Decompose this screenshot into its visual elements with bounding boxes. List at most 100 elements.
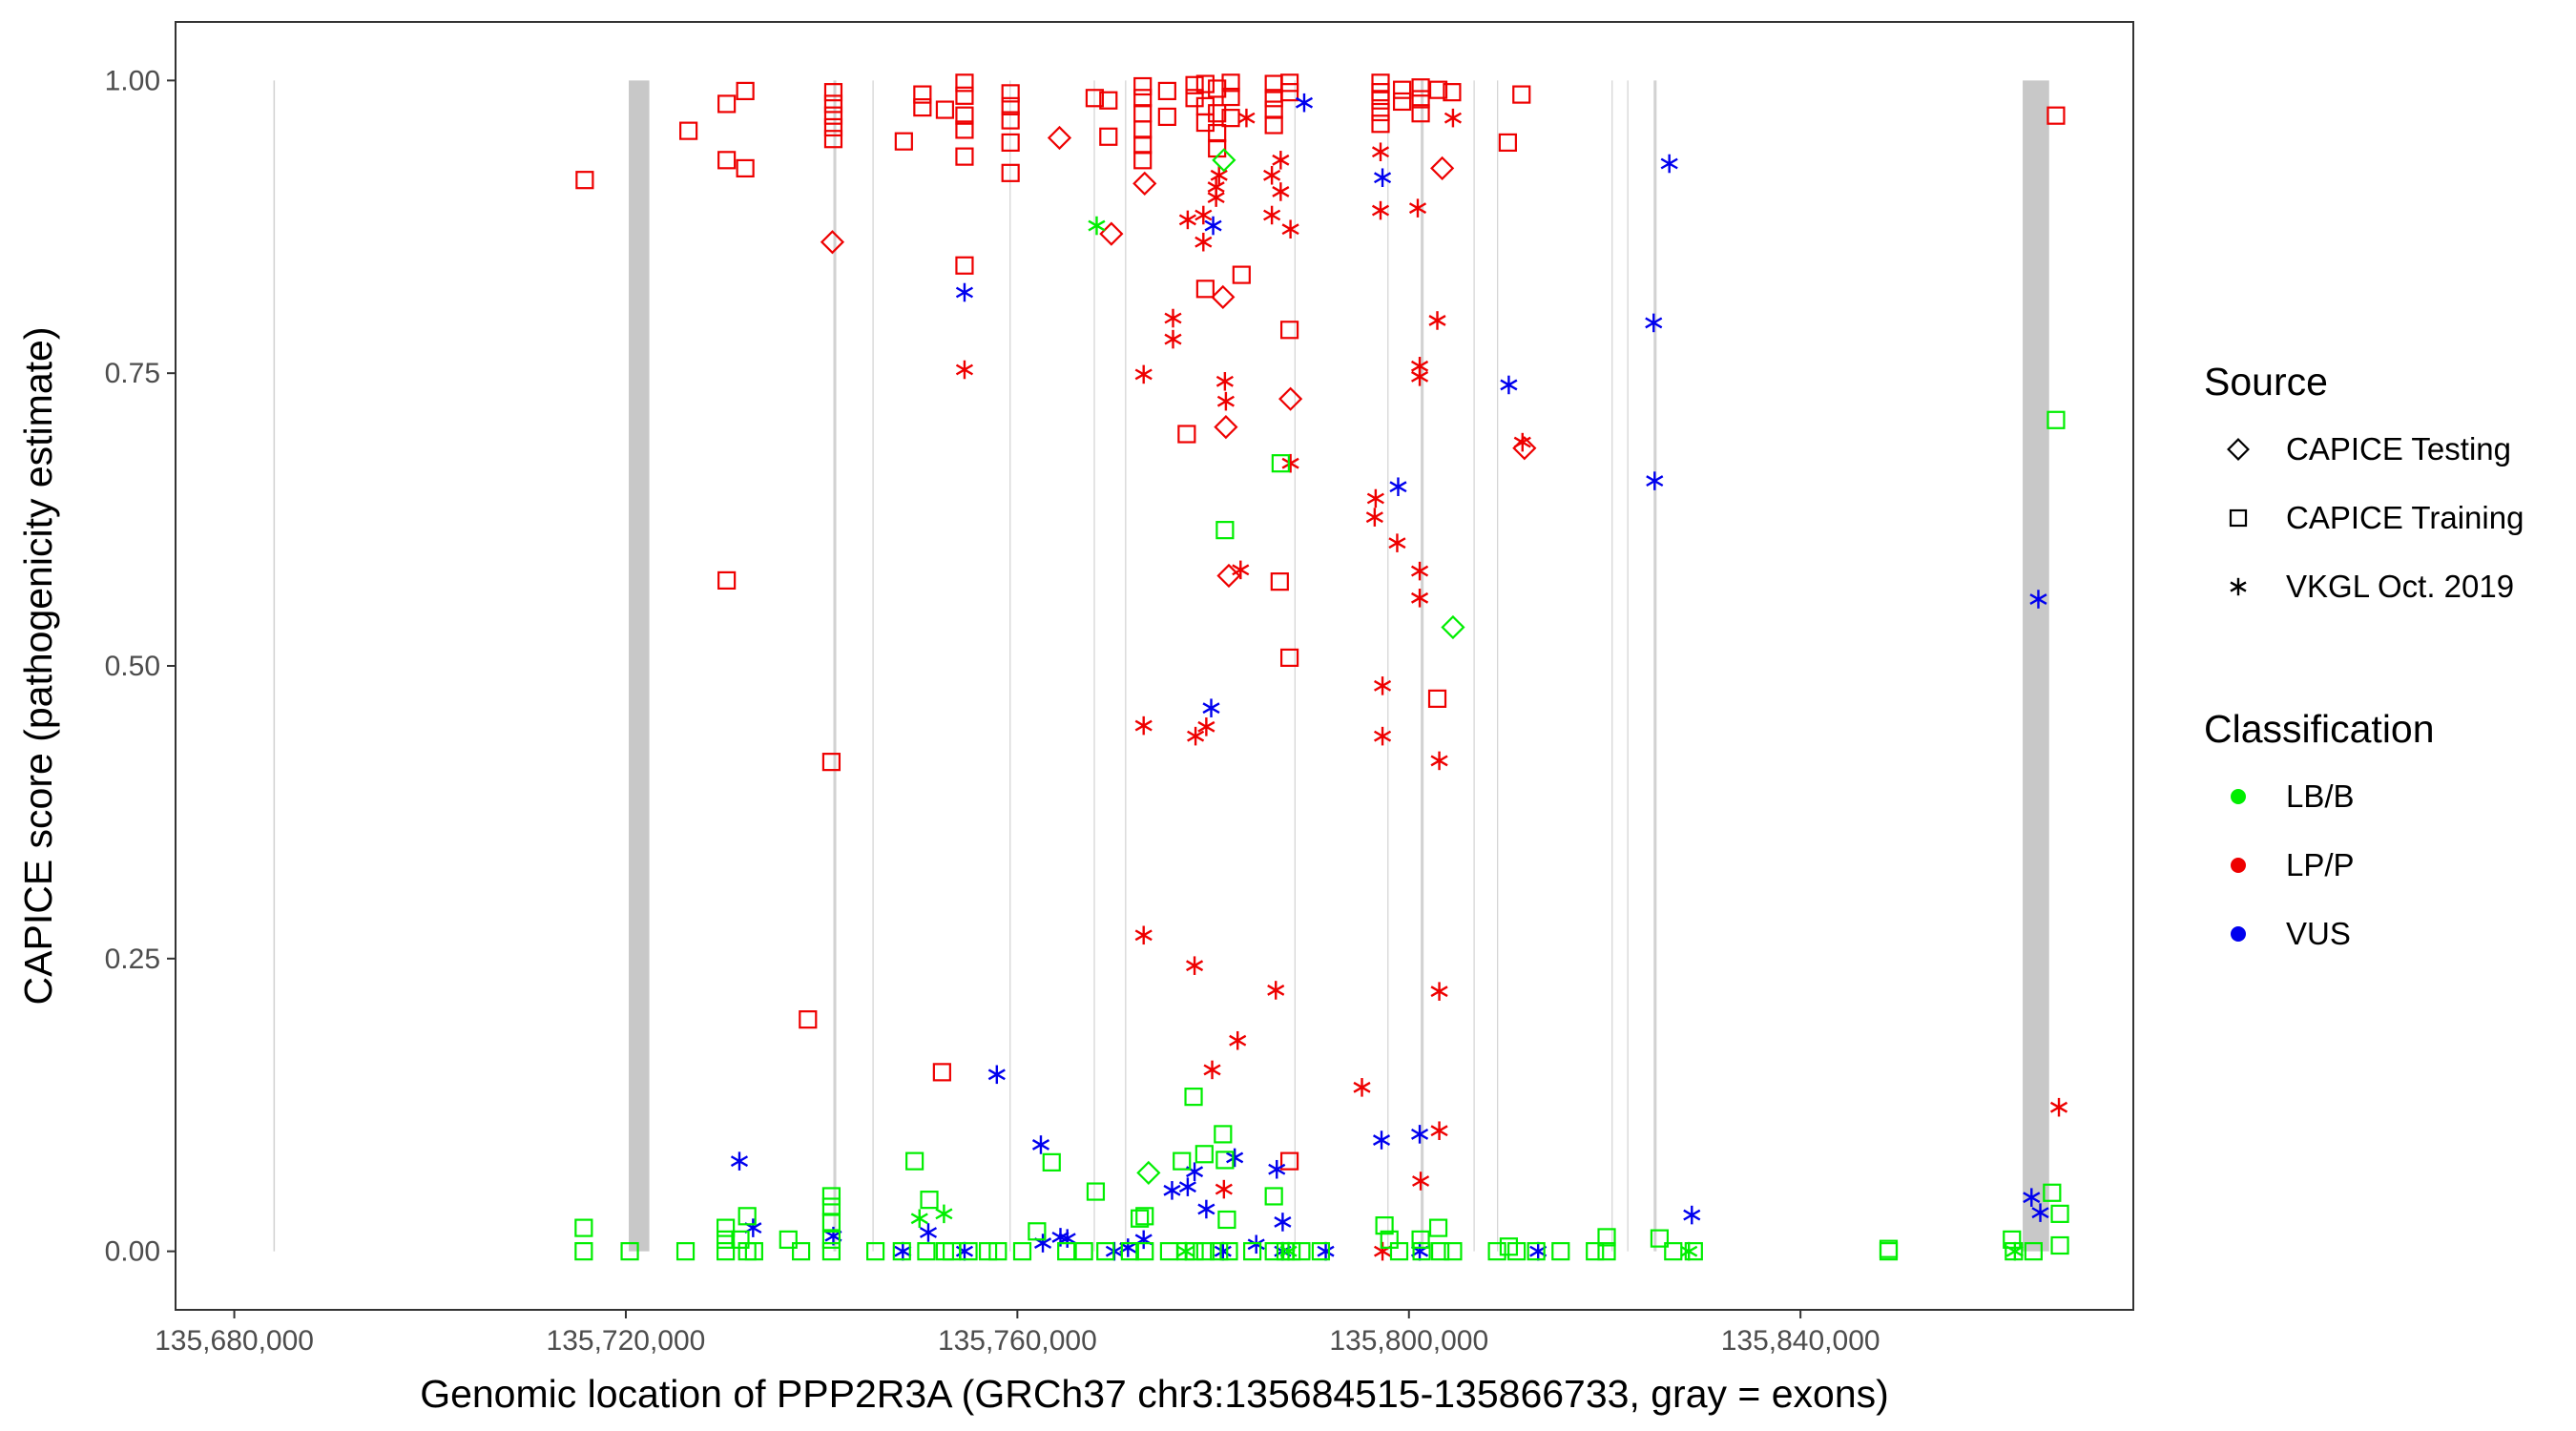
x-tick-label: 135,840,000 <box>1721 1325 1880 1357</box>
data-point <box>1264 115 1283 135</box>
data-point <box>1263 205 1281 225</box>
data-point <box>1203 1060 1221 1080</box>
data-point <box>1380 1230 1399 1249</box>
y-tick-label: 1.00 <box>105 65 160 96</box>
data-point <box>1074 1242 1093 1261</box>
data-point <box>823 130 843 149</box>
data-point <box>1135 1207 1154 1226</box>
data-point <box>1274 1213 1292 1232</box>
data-point <box>1411 78 1430 97</box>
data-point <box>736 158 755 178</box>
data-point <box>1684 1242 1703 1261</box>
data-point <box>1195 1242 1215 1261</box>
data-point <box>1263 165 1281 185</box>
data-point <box>1430 982 1448 1001</box>
data-point <box>1264 1242 1283 1261</box>
data-point <box>1272 182 1290 201</box>
data-point <box>1412 1242 1431 1261</box>
exon-band <box>273 80 276 1252</box>
data-point <box>1430 751 1448 771</box>
asterisk-icon <box>2230 577 2247 596</box>
legend-class-label: LB/B <box>2286 778 2355 814</box>
data-point <box>1430 1121 1448 1141</box>
data-point <box>1133 76 1153 96</box>
data-point <box>1187 726 1205 746</box>
data-point <box>1216 391 1235 411</box>
exon-band <box>629 80 650 1252</box>
data-point <box>1412 1172 1430 1191</box>
exon-band <box>833 80 837 1252</box>
data-point <box>1208 104 1227 123</box>
data-point <box>1164 329 1182 349</box>
data-point <box>1392 80 1412 99</box>
y-axis-title: CAPICE score (pathogenicity estimate) <box>16 327 60 1006</box>
legend-source-asterisk: VKGL Oct. 2019 <box>2230 569 2514 604</box>
data-point <box>1279 648 1299 668</box>
data-point <box>865 1242 885 1261</box>
legend-source-square: CAPICE Training <box>2229 500 2524 535</box>
data-point <box>1411 1230 1430 1249</box>
data-point <box>1267 981 1285 1000</box>
data-point <box>987 1065 1006 1085</box>
data-point <box>1279 83 1299 102</box>
data-point <box>1441 614 1465 640</box>
data-point <box>955 147 974 166</box>
data-point <box>1001 111 1020 130</box>
series-lp-p-capice-training <box>575 73 2066 1171</box>
data-point <box>675 1242 696 1261</box>
data-point <box>1879 1242 1899 1261</box>
exon-band <box>1421 80 1424 1252</box>
legend-class-lb-b: LB/B <box>2231 778 2355 814</box>
data-point <box>717 570 737 591</box>
data-point <box>1012 1242 1032 1261</box>
data-point <box>1512 85 1531 104</box>
data-point <box>1427 689 1447 708</box>
data-point <box>1057 1242 1076 1261</box>
data-point <box>1373 726 1392 746</box>
data-point <box>955 106 974 125</box>
data-point <box>1389 1242 1409 1261</box>
legend-class-vus: VUS <box>2231 916 2351 951</box>
data-point <box>1295 93 1314 113</box>
data-point <box>910 1209 928 1229</box>
data-point <box>1645 313 1663 333</box>
data-point <box>932 1063 951 1082</box>
data-point <box>955 282 974 302</box>
data-point <box>1373 168 1392 188</box>
data-point <box>821 753 841 772</box>
color-dot-icon <box>2231 789 2246 804</box>
data-point <box>1430 1242 1450 1261</box>
data-point <box>1317 1241 1335 1261</box>
data-point <box>823 94 843 114</box>
data-point <box>1443 83 1462 102</box>
data-point <box>1683 1205 1701 1225</box>
x-tick-label: 135,800,000 <box>1329 1325 1488 1357</box>
color-dot-icon <box>2231 926 2246 942</box>
legend-source-label: CAPICE Testing <box>2286 431 2511 467</box>
data-point <box>1281 219 1299 239</box>
data-point <box>1373 676 1392 695</box>
y-tick-label: 0.25 <box>105 944 160 975</box>
data-point <box>1099 127 1118 146</box>
data-point <box>620 1242 639 1261</box>
color-dot-icon <box>2231 858 2246 873</box>
data-point <box>1211 284 1236 310</box>
data-point <box>1272 151 1290 170</box>
data-point <box>1131 1209 1150 1228</box>
data-point <box>1214 1125 1233 1144</box>
data-point <box>913 85 932 104</box>
data-point <box>1204 216 1222 236</box>
data-point <box>1365 508 1383 527</box>
data-point <box>1207 188 1225 207</box>
data-point <box>1371 142 1390 162</box>
legend-source-title: Source <box>2204 360 2328 404</box>
data-point <box>913 97 932 117</box>
data-point <box>955 360 974 380</box>
data-point <box>2043 1183 2062 1202</box>
data-point <box>1279 321 1299 340</box>
data-point <box>2031 1203 2049 1222</box>
data-point <box>821 1230 841 1249</box>
data-point <box>1375 1216 1394 1235</box>
data-point <box>1210 165 1228 185</box>
series-lb-b-vkgl <box>910 216 2024 1261</box>
